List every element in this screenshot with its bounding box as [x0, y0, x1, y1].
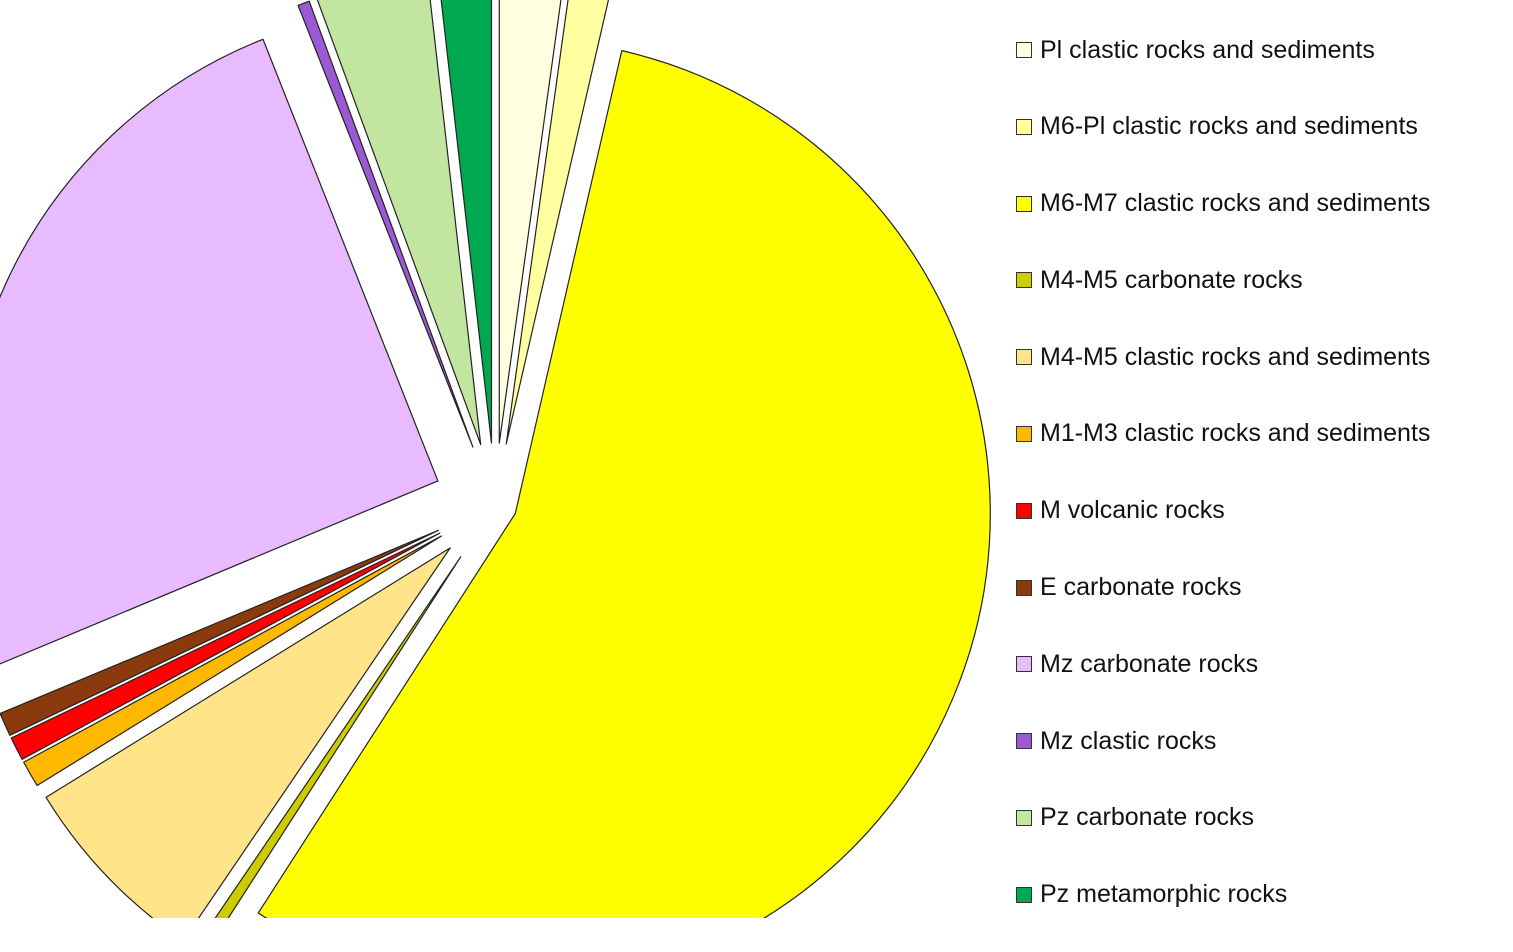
pie-slice-m6-pl-clastic-rocks-and-sediments [505, 0, 610, 445]
pie-slice-mz-clastic-rocks [297, 0, 474, 448]
pie-slice-mz-carbonate-rocks [0, 38, 439, 665]
legend-item: Mz clastic rocks [1016, 721, 1506, 761]
legend-label: Mz clastic rocks [1040, 726, 1217, 755]
legend-label: M4-M5 clastic rocks and sediments [1040, 342, 1431, 371]
legend-item: M1-M3 clastic rocks and sediments [1016, 414, 1506, 454]
legend-swatch [1016, 425, 1032, 442]
legend-item: M6-M7 clastic rocks and sediments [1016, 184, 1506, 224]
legend-label: Pl clastic rocks and sediments [1040, 35, 1375, 64]
legend-label: M1-M3 clastic rocks and sediments [1040, 419, 1431, 448]
legend-item: Mz carbonate rocks [1016, 644, 1506, 684]
legend-swatch [1016, 118, 1032, 135]
legend-swatch [1016, 195, 1032, 212]
legend-item: M6-Pl clastic rocks and sediments [1016, 107, 1506, 147]
pie-slice-m4-m5-clastic-rocks-and-sediments [45, 547, 451, 918]
pie-chart [0, 0, 991, 918]
legend-swatch [1016, 502, 1032, 519]
legend-swatch [1016, 733, 1032, 750]
legend-label: M6-M7 clastic rocks and sediments [1040, 189, 1431, 218]
legend-swatch [1016, 42, 1032, 58]
legend-swatch [1016, 579, 1032, 596]
legend-label: Mz carbonate rocks [1040, 649, 1259, 678]
legend-label: M4-M5 carbonate rocks [1040, 265, 1303, 294]
pie-slice-m4-m5-carbonate-rocks [214, 556, 462, 918]
legend-item: Pl clastic rocks and sediments [1016, 30, 1506, 70]
legend-swatch [1016, 886, 1032, 903]
legend-label: Pz carbonate rocks [1040, 803, 1254, 832]
pie-slice-e-carbonate-rocks [0, 529, 440, 736]
legend-swatch [1016, 349, 1032, 366]
legend: Pl clastic rocks and sediments M6-Pl clas… [1016, 30, 1506, 952]
legend-swatch [1016, 809, 1032, 826]
legend-label: M6-Pl clastic rocks and sediments [1040, 112, 1418, 141]
legend-item: M4-M5 clastic rocks and sediments [1016, 337, 1506, 377]
legend-label: E carbonate rocks [1040, 573, 1242, 602]
legend-item: E carbonate rocks [1016, 568, 1506, 608]
legend-swatch [1016, 656, 1032, 673]
legend-label: Pz metamorphic rocks [1040, 880, 1288, 909]
legend-item: Pz carbonate rocks [1016, 798, 1506, 838]
pie-slice-m1-m3-clastic-rocks-and-sediments [23, 535, 442, 787]
legend-item: M volcanic rocks [1016, 491, 1506, 531]
pie-slice-m-volcanic-rocks [10, 532, 441, 760]
pie-slice-pz-metamorphic-rocks [440, 0, 493, 444]
pie-slice-m6-m7-clastic-rocks-and-sediments [257, 50, 991, 918]
legend-item: M4-M5 carbonate rocks [1016, 260, 1506, 300]
legend-label: M volcanic rocks [1040, 496, 1225, 525]
legend-item: Pz metamorphic rocks [1016, 875, 1506, 915]
legend-swatch [1016, 272, 1032, 289]
pie-slice-pl-clastic-rocks-and-sediments [498, 0, 562, 444]
pie-slice-pz-carbonate-rocks [316, 0, 482, 446]
